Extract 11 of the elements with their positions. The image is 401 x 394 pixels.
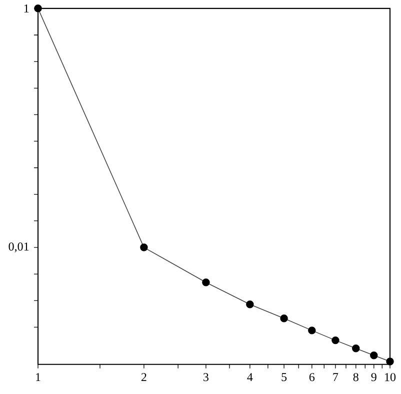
x-tick-label: 10 bbox=[385, 372, 396, 381]
x-tick-label: 1 bbox=[36, 372, 40, 381]
x-tick-label: 8 bbox=[353, 372, 358, 381]
x-tick-label: 2 bbox=[141, 372, 146, 381]
x-tick-label: 4 bbox=[247, 372, 253, 381]
x-tick-label: 6 bbox=[309, 372, 315, 381]
x-tick-label: 5 bbox=[282, 372, 287, 381]
x-tick-label: 7 bbox=[333, 372, 338, 381]
x-tick-label: 9 bbox=[371, 372, 376, 381]
y-tick-label: 0,01 bbox=[8, 242, 29, 252]
x-tick-label: 3 bbox=[204, 372, 208, 381]
